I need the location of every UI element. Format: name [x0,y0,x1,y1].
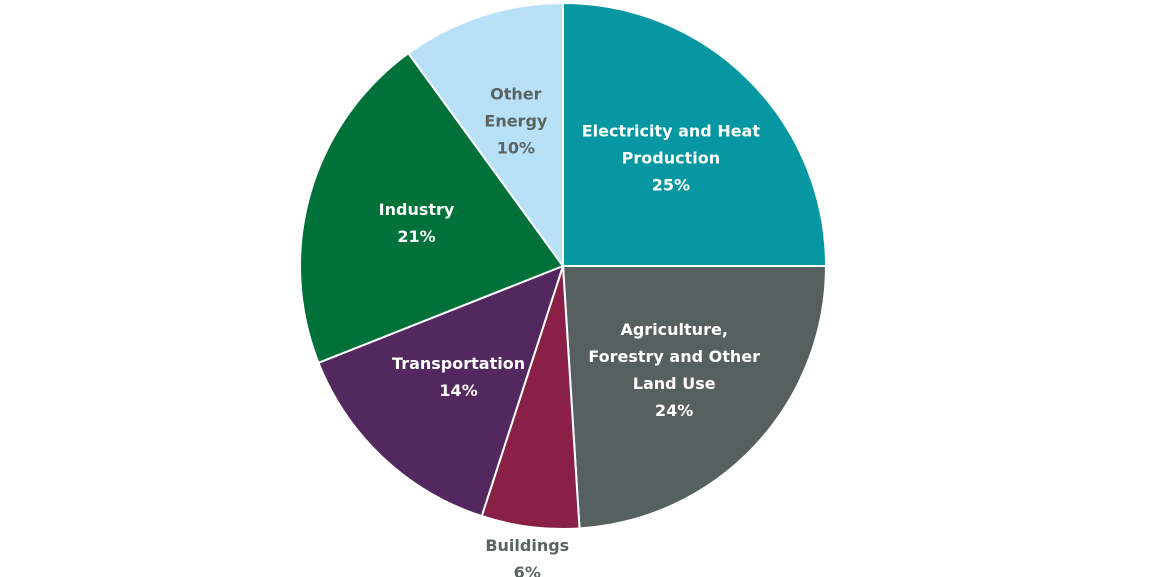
value-label: 24% [655,401,694,421]
category-label: Transportation [392,354,526,374]
value-label: 21% [397,227,436,247]
value-label: 6% [513,562,541,577]
pie-slice [299,51,565,365]
pie-slice [561,265,828,530]
slice-label: Industry 21% [379,196,455,250]
category-label: Buildings [485,535,570,555]
value-label: 14% [439,381,478,401]
slice-label: Transportation 14% [392,350,525,404]
slice-label: Other Energy 10% [484,80,547,161]
category-label: Agriculture, Forestry and Other Land Use [588,320,761,394]
slice-label: Agriculture, Forestry and Other Land Use… [588,316,760,424]
pie-slice [562,1,828,267]
category-label: Industry [378,200,455,220]
slice-label: Buildings 6% [485,532,569,577]
value-label: 10% [496,138,536,158]
category-label: Electricity and Heat Production [581,121,761,168]
category-label: Other Energy [484,84,548,131]
pie-slice [317,264,565,518]
value-label: 25% [651,175,691,195]
slice-label: Electricity and Heat Production 25% [582,118,760,199]
pie-slice [407,1,564,270]
